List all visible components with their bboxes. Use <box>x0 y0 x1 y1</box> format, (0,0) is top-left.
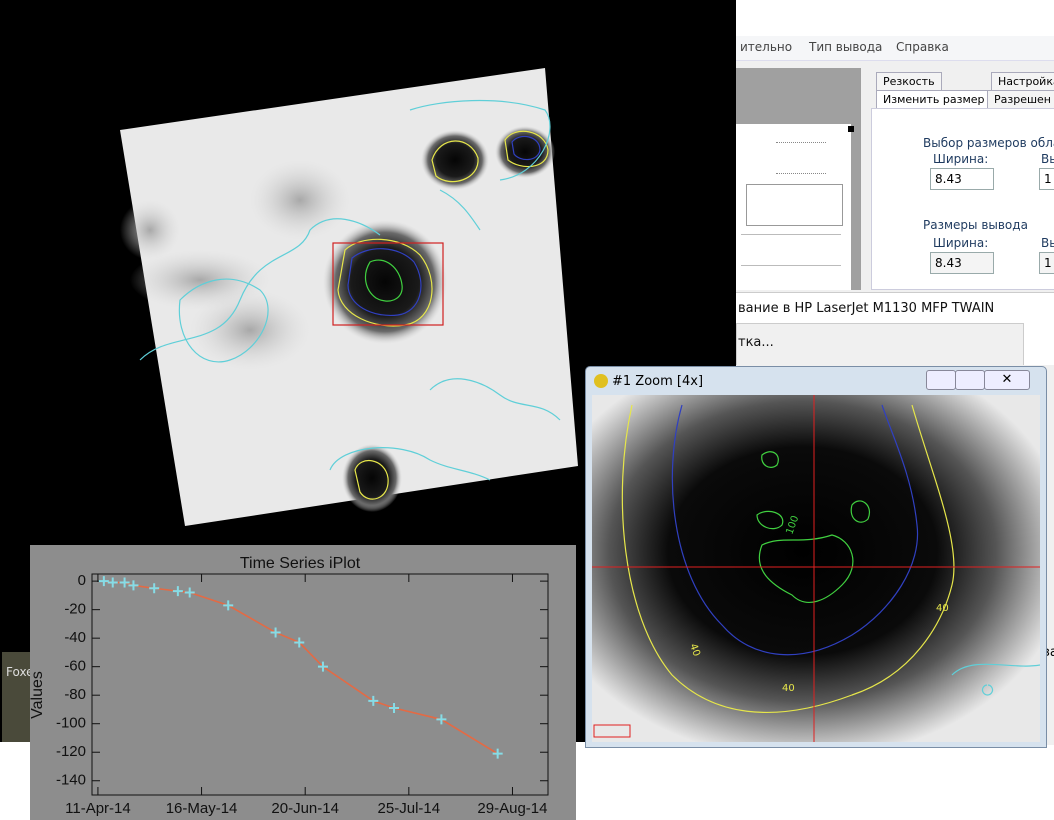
haze <box>250 160 350 240</box>
tab[interactable]: Резкость <box>876 72 942 91</box>
field-label: Вы <box>1041 152 1054 166</box>
window-title: вание в HP LaserJet M1130 MFP TWAIN <box>738 301 994 316</box>
zoom-pixels <box>592 395 1040 742</box>
tab[interactable]: Разрешен <box>987 90 1054 109</box>
y-tick-label: -140 <box>56 772 86 789</box>
x-tick-label: 29-Aug-14 <box>477 800 547 817</box>
dialog-top <box>736 0 1054 36</box>
menu-item[interactable]: ительно <box>740 40 792 54</box>
field-label: Вы <box>1041 236 1054 250</box>
minimize-button[interactable] <box>926 370 956 390</box>
contour-label: 40 <box>782 683 795 694</box>
y-tick-label: -120 <box>56 743 86 760</box>
preview-text <box>776 142 826 174</box>
x-tick-label: 20-Jun-14 <box>271 800 339 817</box>
section-label: Размеры вывода <box>923 218 1028 232</box>
haze <box>120 200 180 260</box>
scanner-window: вание в HP LaserJet M1130 MFP TWAIN тка.… <box>736 292 1054 366</box>
tab-active[interactable]: Изменить размер <box>876 90 992 109</box>
maximize-button[interactable] <box>955 370 985 390</box>
window-icon <box>594 374 608 388</box>
menu-item[interactable]: Справка <box>896 40 949 54</box>
tab[interactable]: Настройка <box>991 72 1054 91</box>
section-label: Выбор размеров област <box>923 136 1054 150</box>
preview-lines <box>741 234 841 266</box>
menu-item[interactable]: Тип вывода <box>809 40 882 54</box>
chart: Time Series iPlot Values 0 -20 -40 -60 -80 -1… <box>30 545 576 820</box>
preview-area <box>736 68 861 290</box>
field-label: Ширина: <box>933 236 988 250</box>
preview-table <box>746 184 843 226</box>
handle[interactable] <box>848 126 854 132</box>
input[interactable]: 1 <box>1039 252 1054 274</box>
y-tick-label: -40 <box>64 629 86 646</box>
input[interactable]: 8.43 <box>930 168 994 190</box>
x-tick-label: 11-Apr-14 <box>65 800 131 817</box>
zoom-image: 40 40 40 100 <box>592 395 1040 742</box>
input[interactable]: 1 <box>1039 168 1054 190</box>
menu-item[interactable]: тка... <box>738 335 774 350</box>
contour-label: 40 <box>936 603 949 614</box>
zoom-window: #1 Zoom [4x] ✕ 40 40 40 100 <box>585 366 1047 748</box>
y-tick-label: -100 <box>56 715 86 732</box>
page: Foxe ительно Тип вывода Справка Резкость… <box>0 0 1054 820</box>
close-button[interactable]: ✕ <box>984 370 1030 390</box>
window-title: #1 Zoom [4x] <box>612 374 703 389</box>
field-label: Ширина: <box>933 152 988 166</box>
dark-spot <box>342 444 402 512</box>
dialog: ительно Тип вывода Справка Резкость Наст… <box>736 0 1054 365</box>
y-tick-label: -60 <box>64 658 86 675</box>
y-tick-label: 0 <box>78 572 86 589</box>
x-tick-label: 16-May-14 <box>166 800 238 817</box>
preview-page <box>736 124 851 290</box>
chart-title: Time Series iPlot <box>240 555 361 572</box>
y-axis-label: Values <box>30 671 46 719</box>
y-tick-label: -20 <box>64 601 86 618</box>
x-tick-label: 25-Jul-14 <box>378 800 441 817</box>
input[interactable]: 8.43 <box>930 252 994 274</box>
menu-bar: ительно Тип вывода Справка <box>736 36 1054 61</box>
y-tick-label: -80 <box>64 686 86 703</box>
